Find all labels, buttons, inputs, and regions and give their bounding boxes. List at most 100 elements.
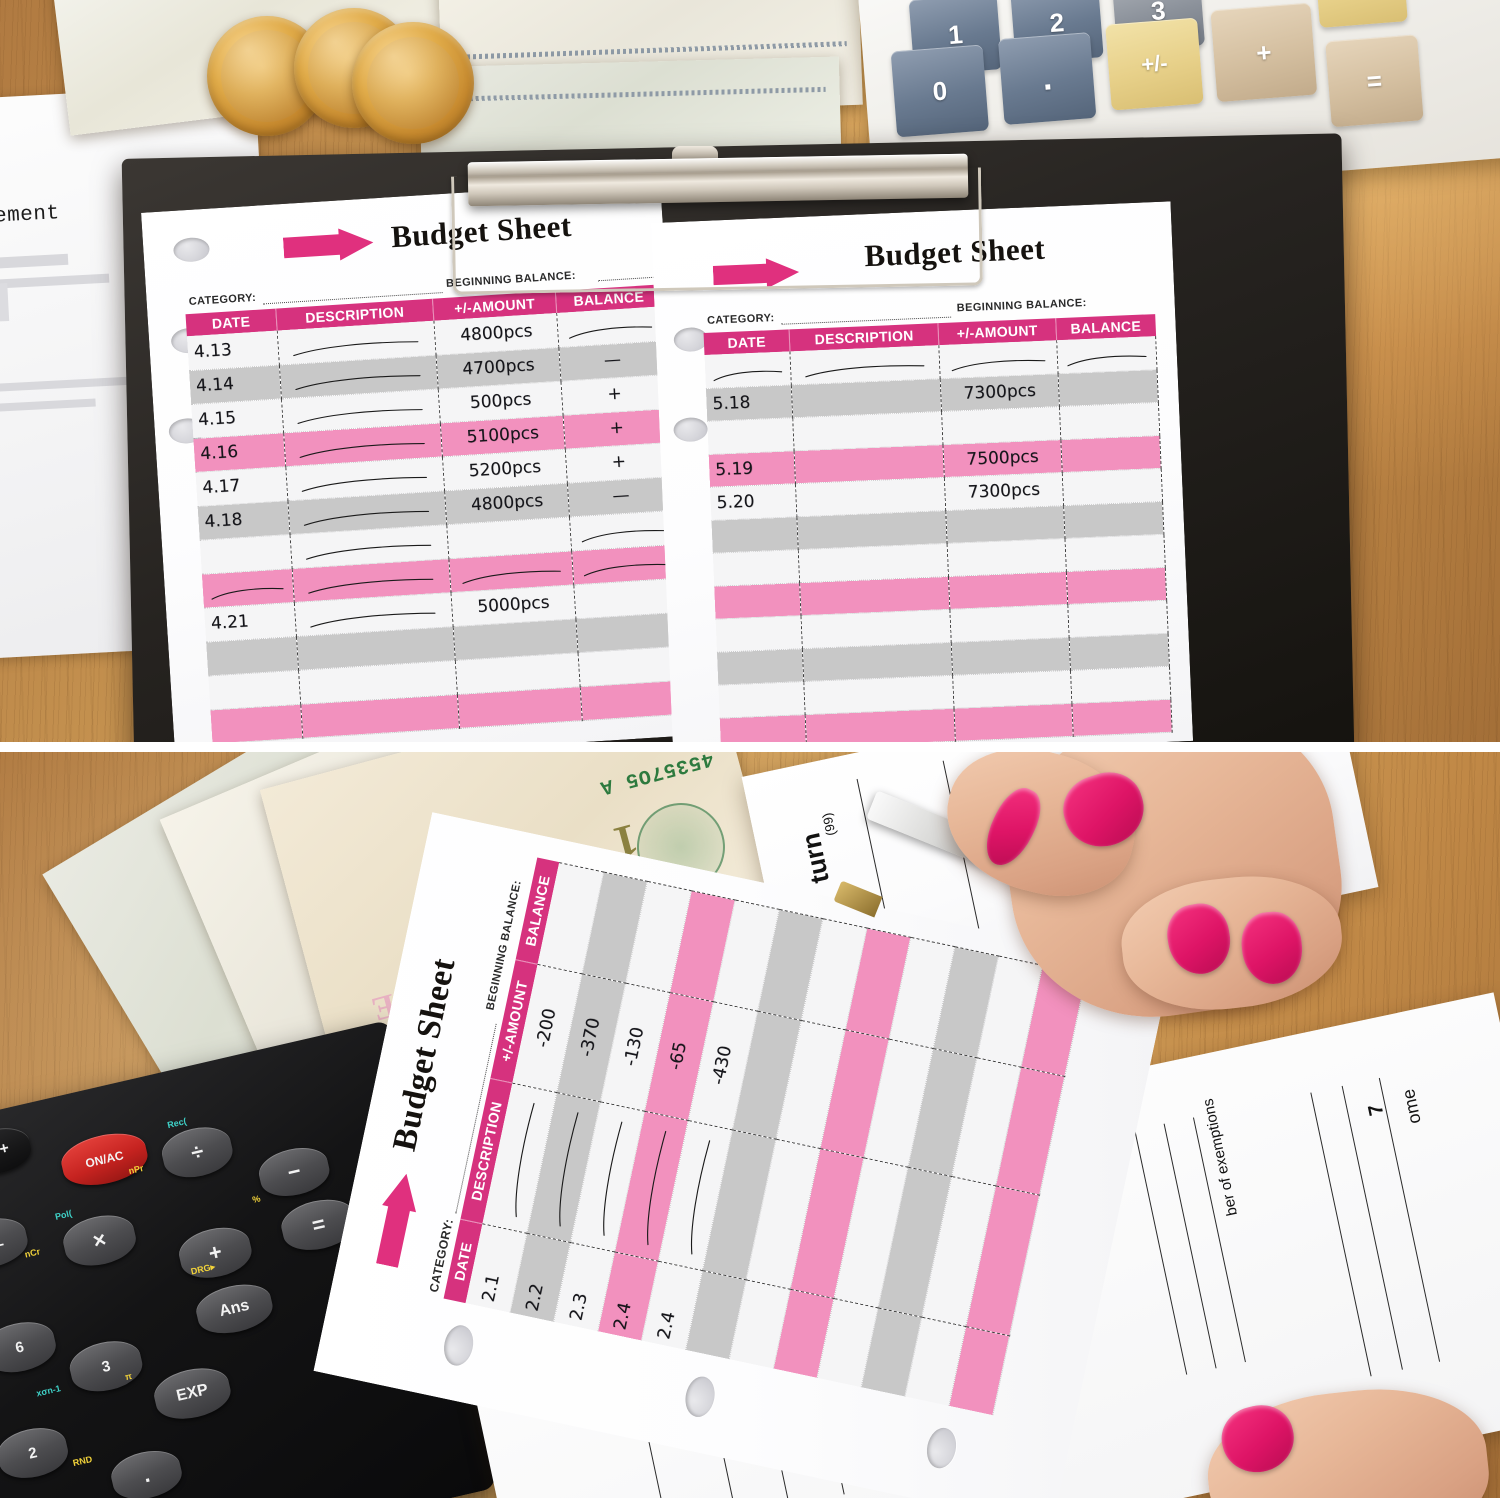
handwritten-amount: 4800pcs [470,490,544,516]
held-budget-table: DATE DESCRIPTION +/-AMOUNT BALANCE 2.1 -2… [443,857,1087,1416]
calc-key-0[interactable]: 0 [890,44,990,138]
calc-key-6[interactable]: 6 [0,1315,61,1379]
cell-balance [1056,336,1157,374]
cell-amount [941,406,1061,445]
banknote-serial: 45357O5 A [596,752,716,799]
table-row: 4.16 5100pcs + [193,408,670,472]
handwritten-date: 2.2 [522,1281,548,1314]
handwritten-date: 4.15 [197,407,237,431]
handwritten-balance: — [611,485,631,507]
handwritten-description-mark [291,338,422,358]
calc-key-divide[interactable]: ÷ [157,1121,237,1184]
cell-description [526,1092,601,1243]
calc-key-3[interactable]: 3 [65,1334,147,1398]
handwritten-amount: 7300pcs [963,380,1037,404]
cell-date [210,703,303,742]
cell-amount [948,571,1068,609]
table-row: 4.15 500pcs + [191,374,668,439]
cell-amount [947,538,1066,576]
calc-key-plus[interactable]: + [174,1221,256,1285]
table-row: 2.3 -130 [553,881,691,1332]
handwritten-description-mark [682,1136,719,1256]
calc-label-percent: % [251,1193,262,1205]
handwritten-date: 5.20 [716,491,755,513]
cell-date: 4.14 [189,364,282,405]
calc-key-multiply[interactable]: × [1314,0,1408,28]
calc-key-equals[interactable]: = [1325,34,1424,128]
cell-amount [950,604,1069,642]
handwritten-date: 2.3 [566,1291,592,1323]
handwritten-description-mark [594,1118,631,1238]
handwritten-date: 4.17 [201,475,241,499]
calc-label-rec: Rec( [166,1116,188,1131]
cell-amount [952,669,1072,708]
handwritten-amount-mark [949,356,1047,372]
left-budget-sheet: Budget Sheet CATEGORY: BEGINNING BALANCE… [141,180,695,742]
cell-balance [1059,402,1160,440]
handwritten-amount: 7300pcs [967,479,1041,503]
calc-key-on-ac[interactable]: ON/AC [57,1126,152,1193]
cell-balance [569,509,677,551]
left-budget-table: DATE DESCRIPTION +/-AMOUNT BALANCE 4.13 4… [185,284,688,742]
cell-date [716,648,805,685]
handwritten-balance-mark [582,561,670,578]
calc-key-plus[interactable]: + [1210,2,1318,103]
handwritten-date: 4.14 [195,374,235,397]
table-row: 2.1 -200 [465,862,604,1313]
cell-description [283,422,443,467]
calc-key-decimal[interactable]: . [997,32,1097,125]
calc-key-exp[interactable]: EXP [149,1361,235,1426]
cell-description [292,558,451,603]
cell-amount [945,505,1065,543]
handwritten-description-mark [293,372,424,392]
cell-date [719,714,807,742]
cell-description [289,524,449,569]
cell-date [707,417,795,454]
handwritten-date: 5.19 [714,458,754,480]
cell-date [711,516,799,553]
us-banknote-under [418,56,842,158]
handwritten-amount-mark [460,567,564,585]
cell-date: 4.17 [195,466,288,506]
calc-key-memory-plus[interactable]: M+ [0,1122,35,1180]
handwritten-amount: -200 [532,1006,561,1050]
cell-balance [1067,599,1169,637]
cell-date [718,681,806,718]
cell-amount [939,340,1058,379]
table-row: 2.2 -370 [509,871,647,1322]
handwritten-description-mark [308,609,439,629]
cell-date [208,669,301,710]
table-row: 4.14 4700pcs — [189,340,666,405]
calc-key-ans[interactable]: Ans [192,1277,277,1340]
table-row: 2.4 -430 [641,899,779,1350]
cell-date [715,615,803,652]
cell-date: 4.15 [191,398,284,439]
handwritten-balance: — [603,349,622,371]
table-row [201,543,679,608]
handwritten-date: 4.18 [203,509,244,533]
table-row: 4.21 5000pcs [203,577,681,642]
cell-amount [448,550,575,593]
handwritten-date: 2.4 [653,1309,680,1342]
handwritten-amount: 5100pcs [466,422,540,448]
calc-key-delete[interactable]: DEL [0,1211,32,1276]
cell-balance [1063,500,1164,539]
cell-balance [1057,369,1159,407]
cell-description [657,1120,732,1271]
cell-balance [557,306,664,347]
calc-key-minus[interactable]: − [254,1141,334,1203]
calc-key-2[interactable]: 2 [0,1421,73,1485]
table-row: 4.18 4800pcs — [197,476,675,540]
form-exemptions-right: ber of exemptions [1199,1097,1241,1218]
handwritten-date: 4.13 [193,339,233,363]
calc-key-decimal[interactable]: . [107,1444,186,1498]
cell-amount [951,636,1071,675]
panel-divider [0,742,1500,752]
table-row [199,509,677,574]
handwritten-date: 2.4 [610,1300,636,1332]
handwritten-description-mark [306,575,437,595]
calc-key-multiply[interactable]: × [59,1209,141,1272]
handwritten-amount: 4700pcs [461,355,536,380]
cell-amount [954,702,1073,741]
calc-key-sign-toggle[interactable]: +/- [1105,17,1204,111]
